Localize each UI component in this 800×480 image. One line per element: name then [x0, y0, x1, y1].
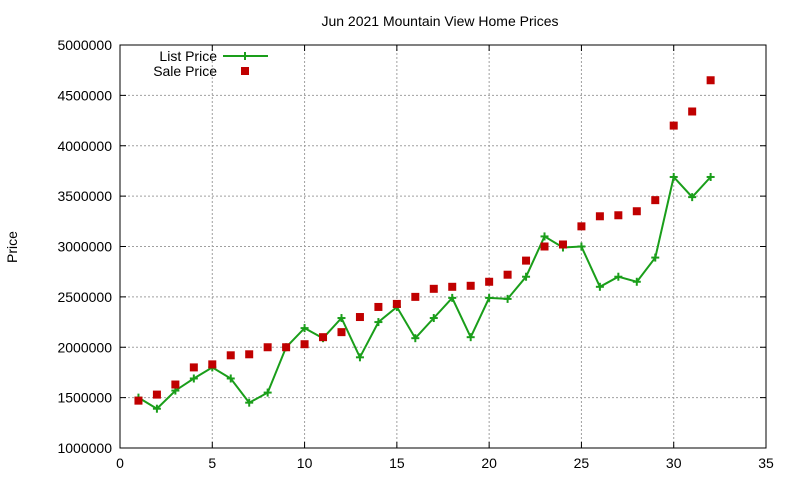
list-price-point: [632, 277, 641, 286]
sale-price-point: [448, 282, 457, 291]
x-tick-label: 0: [116, 455, 124, 471]
sale-price-point: [355, 313, 364, 322]
list-price-line: [137, 174, 712, 410]
list-price-point: [577, 242, 586, 251]
x-tick-label: 35: [758, 455, 774, 471]
list-price-point: [595, 282, 604, 291]
sale-price-point: [577, 222, 586, 231]
chart-title: Jun 2021 Mountain View Home Prices: [321, 13, 558, 29]
list-price-point: [189, 374, 198, 383]
y-tick-label: 1500000: [57, 390, 112, 406]
list-price-point: [152, 404, 161, 413]
sale-price-point: [669, 121, 678, 130]
list-price-point: [485, 293, 494, 302]
sale-price-point: [429, 284, 438, 293]
sale-price-point: [300, 340, 309, 349]
list-price-point: [374, 318, 383, 327]
list-price-point: [706, 172, 715, 181]
x-tick-labels: 0 5 10 15 20 25 30 35: [116, 455, 774, 471]
sale-price-point: [319, 333, 328, 342]
grid-lines: [120, 45, 766, 448]
list-price-point: [466, 333, 475, 342]
sale-price-point: [171, 380, 180, 389]
legend: List Price Sale Price: [153, 48, 268, 79]
list-price-point: [522, 272, 531, 281]
sale-price-point: [226, 351, 235, 360]
list-price-point: [355, 353, 364, 362]
sale-price-point: [503, 270, 512, 279]
sale-price-point: [540, 242, 549, 251]
plot-frame: [119, 44, 767, 449]
list-price-point: [226, 374, 235, 383]
sale-price-point: [189, 363, 198, 372]
list-price-point: [263, 388, 272, 397]
legend-label-sale-price: Sale Price: [153, 63, 217, 79]
legend-marker-list-price: [241, 52, 249, 60]
axis-ticks: [119, 44, 767, 449]
y-tick-labels: 1000000 1500000 2000000 2500000 3000000 35000…: [57, 37, 112, 456]
legend-label-list-price: List Price: [159, 48, 217, 64]
x-tick-label: 25: [574, 455, 590, 471]
list-price-point: [245, 398, 254, 407]
list-price-point: [540, 232, 549, 241]
sale-price-point: [392, 299, 401, 308]
sale-price-point: [263, 343, 272, 352]
y-tick-label: 3500000: [57, 188, 112, 204]
sale-price-point: [134, 396, 143, 405]
list-price-point: [688, 193, 697, 202]
list-price-point: [503, 294, 512, 303]
sale-price-point: [651, 196, 660, 205]
sale-price-point: [466, 281, 475, 290]
legend-swatch-sale-price: [241, 67, 249, 75]
sale-price-point: [485, 277, 494, 286]
x-tick-label: 15: [389, 455, 405, 471]
y-tick-label: 4500000: [57, 87, 112, 103]
sale-price-point: [374, 302, 383, 311]
list-price-point: [669, 172, 678, 181]
x-tick-label: 10: [297, 455, 313, 471]
list-price-point: [337, 314, 346, 323]
list-price-point: [651, 253, 660, 262]
y-axis-label: Price: [4, 231, 20, 263]
x-tick-label: 5: [208, 455, 216, 471]
sale-price-point: [152, 390, 161, 399]
y-tick-label: 3000000: [57, 239, 112, 255]
y-tick-label: 2500000: [57, 289, 112, 305]
y-tick-label: 4000000: [57, 138, 112, 154]
sale-price-point: [245, 350, 254, 359]
list-price-point: [411, 334, 420, 343]
sale-price-point: [688, 107, 697, 116]
sale-price-point: [595, 212, 604, 221]
x-tick-label: 30: [666, 455, 682, 471]
sale-price-point: [282, 343, 291, 352]
list-price-point: [300, 324, 309, 333]
sale-price-point: [632, 207, 641, 216]
list-price-point: [614, 272, 623, 281]
y-tick-label: 5000000: [57, 37, 112, 53]
sale-price-point: [337, 328, 346, 337]
series-layer: [134, 76, 715, 413]
sale-price-point: [411, 292, 420, 301]
y-tick-label: 1000000: [57, 440, 112, 456]
y-tick-label: 2000000: [57, 339, 112, 355]
sale-price-point: [614, 211, 623, 220]
x-tick-label: 20: [481, 455, 497, 471]
sale-price-point: [208, 360, 217, 369]
sale-price-point: [522, 256, 531, 265]
sale-price-point: [706, 76, 715, 85]
list-price-point: [429, 314, 438, 323]
sale-price-point: [558, 240, 567, 249]
list-price-point: [448, 293, 457, 302]
